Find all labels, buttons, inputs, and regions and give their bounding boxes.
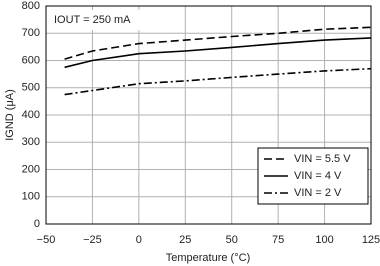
y-tick-label: 300 [22,136,40,148]
y-tick-label: 500 [22,82,40,94]
x-tick-label: 75 [272,234,284,246]
legend-label: VIN = 4 V [294,170,342,182]
y-tick-label: 400 [22,109,40,121]
annotation: IOUT = 250 mA [54,14,131,26]
legend-label: VIN = 5.5 V [294,153,351,165]
legend-label: VIN = 2 V [294,187,342,199]
line-series [64,67,372,96]
annotation-box [50,10,148,30]
x-axis-title: Temperature (°C) [166,252,250,264]
y-tick-label: 0 [34,218,40,230]
y-tick-label: 200 [22,163,40,175]
x-tick-label: 125 [362,234,380,246]
x-tick-label: −25 [83,234,102,246]
y-tick-label: 600 [22,54,40,66]
x-tick-label: 0 [136,234,142,246]
y-tick-label: 100 [22,191,40,203]
line-series [64,26,372,60]
y-axis-title: IGND (μA) [4,89,16,141]
x-tick-label: −50 [37,234,56,246]
y-tick-label: 800 [22,0,40,12]
x-tick-label: 25 [179,234,191,246]
plot-frame [45,5,372,225]
y-tick-label: 700 [22,27,40,39]
line-series [64,37,372,69]
x-tick-label: 50 [226,234,238,246]
x-tick-label: 100 [315,234,333,246]
